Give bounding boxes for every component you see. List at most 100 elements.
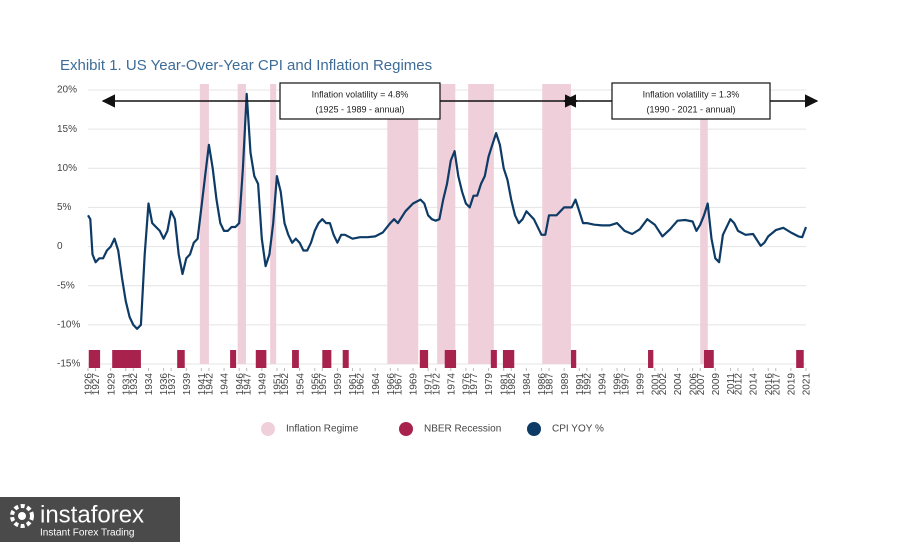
recession-span [230, 350, 237, 368]
recession-span [88, 350, 101, 368]
x-tick-label: 1927 [91, 373, 102, 396]
x-tick-label: 1979 [484, 373, 495, 396]
y-tick-label: 20% [57, 85, 77, 96]
x-tick-label: 1986 [537, 373, 548, 396]
y-tick-label: 5% [57, 202, 72, 213]
x-tick-label: 2016 [764, 373, 775, 396]
x-tick-label: 1941 [197, 373, 208, 396]
legend-label: NBER Recession [424, 424, 501, 435]
x-tick-label: 1984 [522, 373, 533, 396]
recession-span [703, 350, 714, 368]
x-tick-label: 1944 [220, 373, 231, 396]
x-tick-label: 1934 [144, 373, 155, 396]
y-tick-label: -10% [57, 319, 80, 330]
watermark-bg [0, 497, 180, 542]
x-tick-label: 1954 [295, 373, 306, 396]
x-tick-label: 1987 [545, 373, 556, 396]
x-tick-label: 2017 [771, 373, 782, 396]
x-tick-label: 2009 [711, 373, 722, 396]
annotation-box [279, 82, 441, 120]
x-tick-label: 1964 [371, 373, 382, 396]
x-tick-label: 1959 [333, 373, 344, 396]
annotation-text: Inflation volatility = 1.3% [643, 89, 740, 99]
x-tick-label: 1971 [424, 373, 435, 396]
x-tick-label: 1937 [167, 373, 178, 396]
regime-span [387, 84, 419, 364]
x-tick-label: 1942 [205, 373, 216, 396]
x-tick-label: 1974 [446, 373, 457, 396]
chart-title: Exhibit 1. US Year-Over-Year CPI and Inf… [60, 57, 432, 74]
x-tick-label: 1931 [121, 373, 132, 396]
x-tick-label: 1991 [575, 373, 586, 396]
recession-span [112, 350, 141, 368]
recession-span [255, 350, 267, 368]
watermark-icon [18, 512, 26, 520]
y-tick-label: -5% [57, 280, 75, 291]
annotation-box [611, 82, 771, 120]
x-tick-label: 1972 [431, 373, 442, 396]
x-tick-label: 2004 [673, 373, 684, 396]
x-tick-label: 1949 [257, 373, 268, 396]
regime-span [468, 84, 494, 364]
regime-span [437, 84, 456, 364]
x-tick-label: 1976 [462, 373, 473, 396]
x-tick-label: 1992 [582, 373, 593, 396]
x-tick-label: 2012 [734, 373, 745, 396]
watermark-icon [10, 504, 34, 528]
x-tick-label: 1999 [635, 373, 646, 396]
y-tick-label: -15% [57, 359, 80, 370]
regime-span [199, 84, 209, 364]
x-tick-label: 1932 [129, 373, 140, 396]
x-tick-label: 1936 [159, 373, 170, 396]
y-tick-label: 0 [57, 241, 63, 252]
x-tick-label: 2002 [658, 373, 669, 396]
legend: Inflation Regime NBER Recession CPI YOY … [261, 422, 604, 436]
x-tick-label: 1997 [620, 373, 631, 396]
recession-span [502, 350, 515, 368]
x-tick-label: 1994 [598, 373, 609, 396]
recession-span [490, 350, 497, 368]
watermark-brand: instaforex [40, 501, 144, 528]
recession-span [444, 350, 457, 368]
regime-span [700, 84, 708, 364]
x-tick-label: 1961 [348, 373, 359, 396]
watermark: instaforex Instant Forex Trading [0, 497, 180, 542]
x-tick-label: 2021 [802, 373, 813, 396]
y-tick-label: 10% [57, 163, 77, 174]
x-tick-label: 1982 [507, 373, 518, 396]
x-tick-label: 2007 [696, 373, 707, 396]
recession-span [322, 350, 332, 368]
x-tick-label: 2014 [749, 373, 760, 396]
x-tick-label: 1946 [235, 373, 246, 396]
x-tick-label: 1951 [273, 373, 284, 396]
x-tick-label: 1956 [310, 373, 321, 396]
x-tick-label: 1967 [394, 373, 405, 396]
x-tick-label: 2001 [650, 373, 661, 396]
annotation-text: (1925 - 1989 - annual) [315, 104, 404, 114]
x-tick-label: 1981 [499, 373, 510, 396]
y-tick-label: 15% [57, 124, 77, 135]
legend-label: Inflation Regime [286, 424, 359, 435]
x-tick-label: 1957 [318, 373, 329, 396]
x-tick-label: 1952 [280, 373, 291, 396]
legend-swatch [527, 422, 541, 436]
x-tick-label: 1929 [106, 373, 117, 396]
recession-span [342, 350, 349, 368]
x-tick-label: 1939 [182, 373, 193, 396]
x-tick-label: 1969 [409, 373, 420, 396]
recession-span [292, 350, 299, 368]
annotations: Inflation volatility = 4.8% (1925 - 1989… [101, 82, 819, 120]
x-tick-label: 1966 [386, 373, 397, 396]
recession-span [177, 350, 185, 368]
x-tick-label: 2019 [787, 373, 798, 396]
x-tick-label: 1996 [613, 373, 624, 396]
recession-span [419, 350, 429, 368]
x-tick-label: 1947 [242, 373, 253, 396]
watermark-tagline: Instant Forex Trading [40, 528, 135, 539]
recession-span [570, 350, 577, 368]
cpi-line [87, 92, 808, 330]
regime-span [237, 84, 246, 364]
x-tick-label: 1977 [469, 373, 480, 396]
x-tick-label: 1989 [560, 373, 571, 396]
